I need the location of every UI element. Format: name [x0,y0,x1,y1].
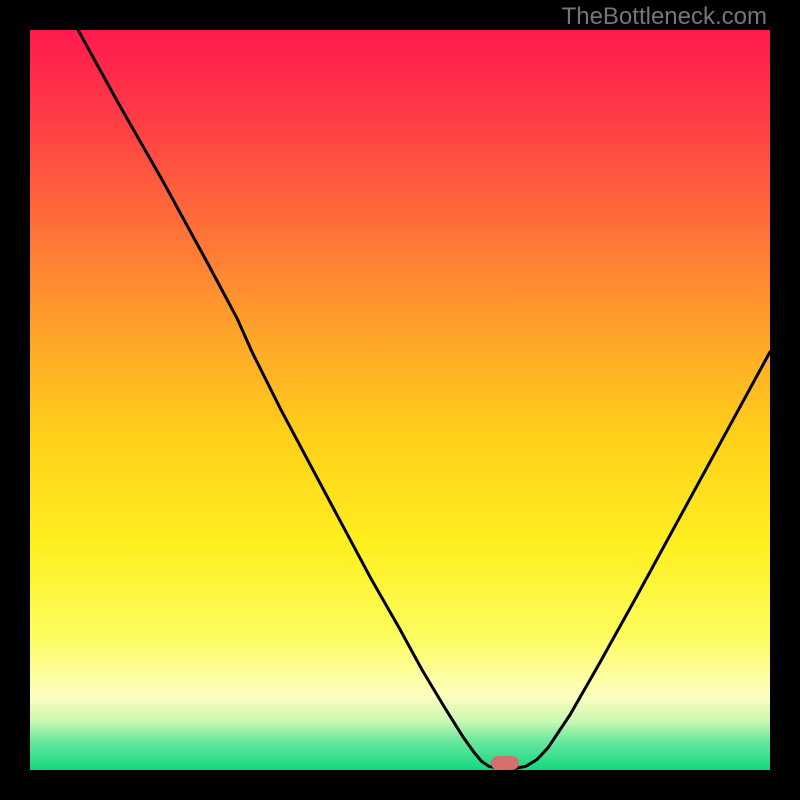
chart-frame: TheBottleneck.com [0,0,800,800]
bottleneck-curve [30,30,770,770]
optimum-marker [491,756,519,770]
plot-area [30,30,770,770]
watermark-text: TheBottleneck.com [562,3,767,31]
